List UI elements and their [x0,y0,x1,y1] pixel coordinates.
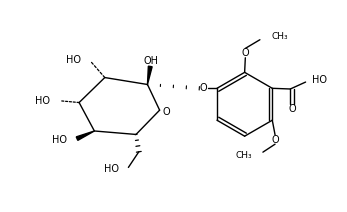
Text: HO: HO [35,96,50,106]
Text: O: O [271,135,279,145]
Text: HO: HO [66,55,81,65]
Text: OH: OH [143,56,159,66]
Text: HO: HO [104,164,119,174]
Text: O: O [242,48,249,58]
Polygon shape [76,131,94,140]
Polygon shape [147,66,152,85]
Text: HO: HO [312,75,327,85]
Text: HO: HO [52,135,67,145]
Text: CH₃: CH₃ [235,151,252,160]
Text: O: O [288,104,296,114]
Text: CH₃: CH₃ [271,32,288,41]
Text: O: O [200,83,208,93]
Text: O: O [163,107,170,117]
